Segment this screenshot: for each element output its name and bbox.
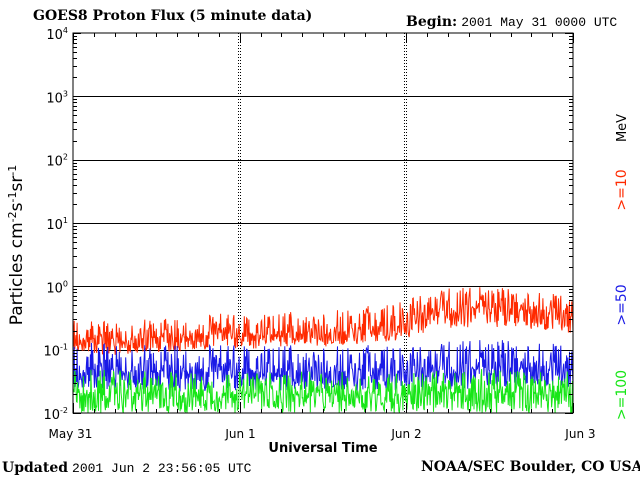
axes-layer: 10-2 10-1 100 101 102 103 104 May 31 Jun 1 Jun 2 J…	[43, 26, 595, 441]
y-tick-label: 10-1	[43, 343, 68, 360]
y-axis-label-unit3: sr	[7, 176, 27, 192]
y-tick-label: 103	[46, 89, 68, 106]
series-line	[72, 369, 574, 414]
begin-label: Begin:	[406, 14, 458, 30]
series-line	[72, 287, 574, 356]
x-tick-label: Jun 1	[224, 427, 255, 441]
begin-time: Begin: 2001 May 31 0000 UTC	[406, 13, 617, 31]
updated-value: 2001 Jun 2 23:56:05 UTC	[72, 461, 252, 476]
y-axis-label-exp3: -1	[6, 165, 19, 176]
updated-label: Updated	[2, 460, 69, 476]
series-layer	[72, 287, 574, 414]
y-tick-label: 10-2	[43, 406, 68, 423]
legend: >=100 >=50 >=10 MeV	[614, 114, 630, 420]
y-axis-label-exp2: -1	[6, 192, 19, 203]
y-axis-label: Particles cm-2s-1sr-1	[6, 165, 28, 326]
y-axis-label-base: Particles cm	[7, 222, 27, 325]
legend-label: >=100	[614, 370, 630, 420]
y-tick-label: 102	[46, 153, 68, 170]
legend-label: >=50	[614, 284, 630, 325]
begin-value: 2001 May 31 0000 UTC	[461, 15, 618, 30]
x-tick-label: Jun 2	[390, 427, 421, 441]
legend-unit: MeV	[615, 114, 630, 142]
x-tick-label: May 31	[49, 427, 93, 441]
y-axis-label-unit2: s	[7, 202, 27, 211]
y-tick-label: 101	[46, 216, 68, 233]
series-line	[72, 340, 574, 392]
chart-title: GOES8 Proton Flux (5 minute data)	[33, 8, 313, 24]
y-tick-label: 100	[46, 279, 68, 296]
x-axis-label: Universal Time	[268, 441, 377, 456]
y-tick-label: 104	[46, 26, 68, 43]
legend-label: >=10	[614, 169, 630, 210]
x-tick-label: Jun 3	[564, 427, 595, 441]
source-credit: NOAA/SEC Boulder, CO USA	[421, 459, 640, 475]
y-axis-label-exp1: -2	[6, 211, 19, 222]
grid-layer	[73, 33, 573, 413]
updated-time: Updated 2001 Jun 2 23:56:05 UTC	[2, 459, 251, 477]
